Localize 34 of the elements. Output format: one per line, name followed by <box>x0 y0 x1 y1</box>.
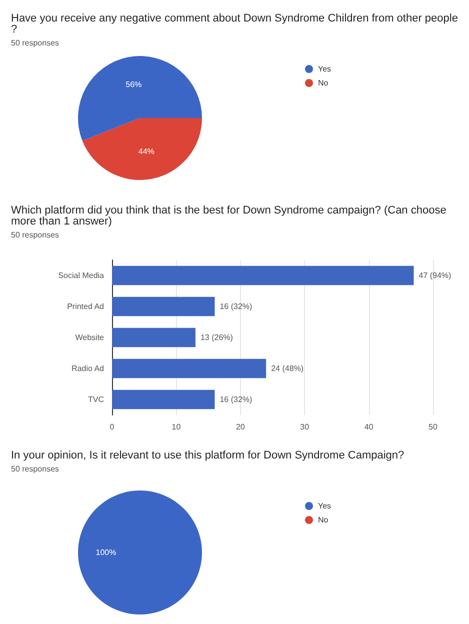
legend-label: No <box>318 78 329 88</box>
chart-title: Which platform did you think that is the best for Down Syndrome campaign? (Can choose more than 1 answer) <box>11 204 450 228</box>
chart-subtitle: 50 responses <box>11 464 60 474</box>
legend-label: Yes <box>318 64 332 74</box>
data-label: 44% <box>138 146 154 156</box>
chart-title: In your opinion, Is it relevant to use this platform for Down Syndrome Campaign? <box>11 450 404 462</box>
x-tick-label: 50 <box>428 422 438 432</box>
y-tick-label: Social Media <box>58 271 105 280</box>
data-label: 56% <box>126 80 142 90</box>
bar <box>112 358 266 378</box>
y-tick-label: TVC <box>88 395 104 404</box>
x-tick-label: 0 <box>110 422 115 432</box>
x-tick-label: 20 <box>236 422 246 432</box>
bar <box>112 390 215 410</box>
legend-label: No <box>318 516 329 524</box>
y-tick-label: Website <box>75 333 105 342</box>
data-label: 16 (32%) <box>220 302 253 311</box>
x-tick-label: 30 <box>300 422 310 432</box>
legend-label: Yes <box>318 502 332 510</box>
bar <box>112 296 215 316</box>
data-label: 100% <box>96 548 116 557</box>
chart-subtitle: 50 responses <box>11 38 60 48</box>
bar <box>112 328 196 348</box>
y-tick-label: Printed Ad <box>67 302 104 311</box>
data-label: 47 (94%) <box>418 271 452 280</box>
x-tick-label: 40 <box>364 422 374 432</box>
chart-title: Have you receive any negative comment about Down Syndrome Children from other people? <box>11 12 458 36</box>
x-tick-label: 10 <box>172 422 182 432</box>
data-label: 24 (48%) <box>271 364 304 373</box>
y-tick-label: Radio Ad <box>72 364 104 373</box>
data-label: 13 (26%) <box>200 333 234 342</box>
bar <box>112 266 414 286</box>
text: 50 responses <box>11 230 60 240</box>
data-label: 16 (32%) <box>220 395 253 404</box>
